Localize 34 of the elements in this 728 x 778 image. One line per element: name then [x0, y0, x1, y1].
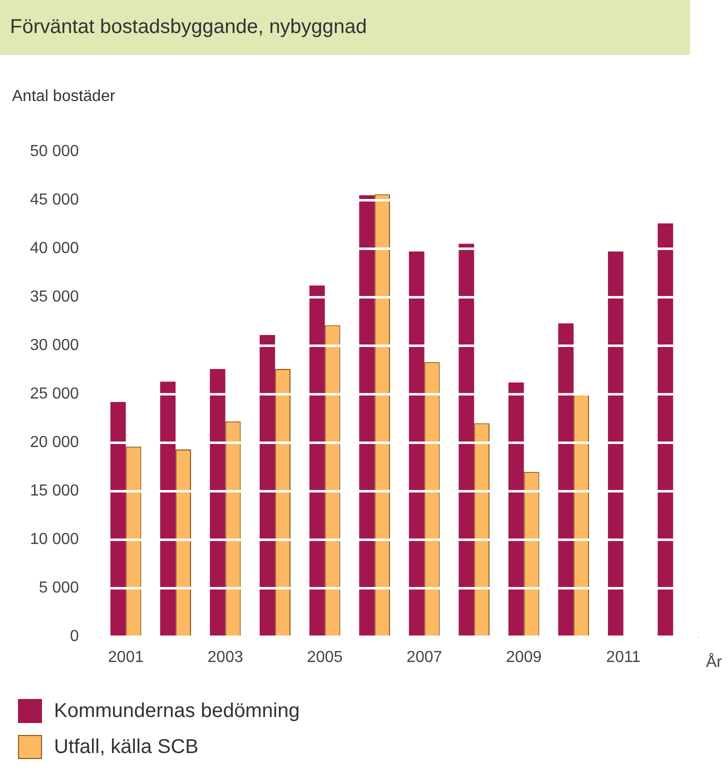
y-tick-label: 5 000 [38, 580, 80, 597]
x-tick-label: 2001 [108, 648, 144, 666]
legend-label: Utfall, källa SCB [54, 736, 198, 758]
y-tick-label: 15 000 [30, 482, 80, 500]
y-tick-label: 30 000 [30, 337, 80, 354]
chart-title: Förväntat bostadsbyggande, nybyggnad [0, 0, 690, 55]
bar [558, 323, 574, 636]
bar [110, 402, 126, 636]
x-tick-label: 2003 [208, 648, 244, 666]
bar [309, 286, 325, 636]
bar [508, 382, 524, 636]
bar [408, 252, 424, 636]
y-tick-label: 25 000 [30, 386, 80, 403]
bar [210, 368, 226, 636]
bar [260, 335, 276, 636]
bar [658, 223, 674, 636]
bar [160, 382, 176, 636]
x-tick-label: 2011 [606, 648, 641, 666]
y-tick-label: 10 000 [30, 531, 80, 548]
y-tick-label: 0 [70, 628, 80, 646]
bar [608, 252, 624, 636]
y-tick-label: 50 000 [30, 143, 80, 160]
x-tick-label: 2007 [406, 648, 442, 666]
bar [359, 195, 375, 636]
x-tick-label: 2009 [506, 648, 542, 666]
y-axis-title: Antal bostäder [12, 88, 116, 106]
y-tick-label: 45 000 [30, 192, 80, 209]
legend-label: Kommundernas bedömning [54, 700, 300, 722]
y-tick-label: 40 000 [30, 240, 80, 258]
y-tick-label: 35 000 [30, 288, 80, 306]
y-tick-label: 20 000 [30, 434, 80, 452]
bar [458, 244, 474, 636]
x-axis-title: År [706, 654, 722, 672]
x-tick-label: 2005 [307, 648, 343, 666]
